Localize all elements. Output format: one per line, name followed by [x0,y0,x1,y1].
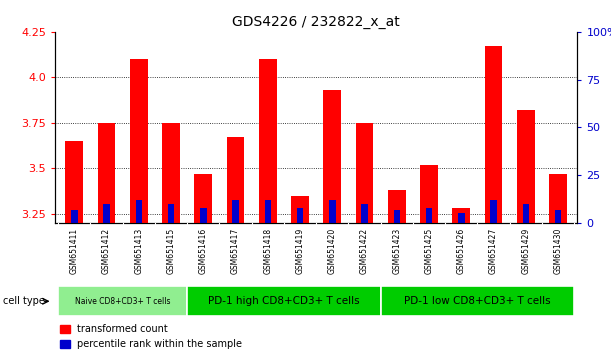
Bar [555,210,562,223]
Bar [393,210,400,223]
Bar [388,190,406,223]
Bar [200,208,207,223]
Bar [329,200,335,223]
Bar [381,286,574,316]
Bar [227,137,244,223]
Bar [265,200,271,223]
Text: cell type: cell type [3,296,45,306]
Bar [490,200,497,223]
Text: GSM651425: GSM651425 [425,228,434,274]
Text: GSM651427: GSM651427 [489,228,498,274]
Bar [522,204,529,223]
Text: GSM651411: GSM651411 [70,228,79,274]
Bar [259,59,277,223]
Bar [187,286,381,316]
Bar [323,90,341,223]
Bar [98,123,115,223]
Bar [71,210,78,223]
Bar [65,141,83,223]
Bar [194,174,212,223]
Title: GDS4226 / 232822_x_at: GDS4226 / 232822_x_at [232,16,400,29]
Bar [130,59,148,223]
Text: GSM651423: GSM651423 [392,228,401,274]
Text: GSM651412: GSM651412 [102,228,111,274]
Text: GSM651429: GSM651429 [521,228,530,274]
Bar [291,196,309,223]
Bar [426,208,432,223]
Text: GSM651418: GSM651418 [263,228,273,274]
Text: GSM651413: GSM651413 [134,228,144,274]
Bar [517,110,535,223]
Bar [549,174,567,223]
Bar [136,200,142,223]
Text: GSM651417: GSM651417 [231,228,240,274]
Text: GSM651430: GSM651430 [554,228,563,274]
Text: Naive CD8+CD3+ T cells: Naive CD8+CD3+ T cells [75,297,170,306]
Text: GSM651420: GSM651420 [328,228,337,274]
Bar [420,165,438,223]
Bar [58,286,187,316]
Bar [168,204,174,223]
Bar [162,123,180,223]
Text: PD-1 low CD8+CD3+ T cells: PD-1 low CD8+CD3+ T cells [404,296,551,306]
Bar [485,46,502,223]
Text: PD-1 high CD8+CD3+ T cells: PD-1 high CD8+CD3+ T cells [208,296,360,306]
Bar [297,208,303,223]
Bar [458,213,464,223]
Legend: transformed count, percentile rank within the sample: transformed count, percentile rank withi… [60,324,243,349]
Text: GSM651426: GSM651426 [457,228,466,274]
Bar [361,204,368,223]
Text: GSM651416: GSM651416 [199,228,208,274]
Text: GSM651415: GSM651415 [167,228,175,274]
Text: GSM651419: GSM651419 [296,228,304,274]
Text: GSM651422: GSM651422 [360,228,369,274]
Bar [103,204,110,223]
Bar [232,200,239,223]
Bar [452,209,470,223]
Bar [356,123,373,223]
